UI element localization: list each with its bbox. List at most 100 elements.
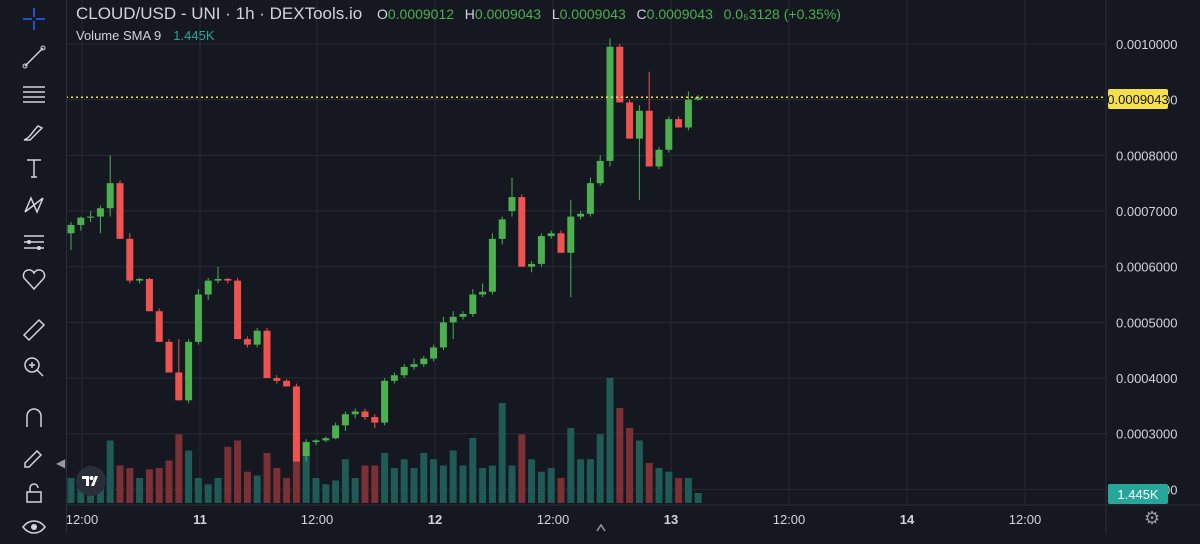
change-value: 0.0₅3128 (+0.35%) [723,6,841,22]
volume-bar [635,440,643,503]
collapse-toolbar-icon[interactable]: ◀ [56,456,66,470]
ruler-icon[interactable] [17,313,51,347]
volume-bar [165,460,173,503]
candle-body [508,197,516,212]
y-tick-label: 0.0006000 [1116,260,1177,275]
volume-value: 1.445K [173,28,215,43]
candle-body [665,119,673,150]
volume-bar [263,453,271,503]
zoom-in-icon[interactable] [17,350,51,384]
volume-legend[interactable]: Volume SMA 9 1.445K [76,28,214,43]
candle-body [341,414,349,426]
volume-bar [498,403,506,503]
fib-lines-icon[interactable] [17,77,51,111]
magnet-icon[interactable] [17,401,51,435]
high-label: H [464,6,475,22]
candle-body [351,411,359,415]
candle-body [194,294,202,342]
close-label: C [636,6,647,22]
pattern-icon[interactable] [17,188,51,222]
x-tick-label: 14 [900,512,915,527]
volume-bar [469,438,477,503]
volume-bar [518,434,526,503]
candle-body [234,280,242,340]
candle-body [606,46,614,161]
x-tick-label: 12:00 [537,512,570,527]
candle-body [185,341,193,401]
volume-bar [67,478,75,503]
candle-body [361,411,369,418]
candle-body [136,278,144,281]
candle-body [430,347,438,359]
candle-body [381,380,389,423]
last-price-tag: 0.0009043 [1107,89,1169,109]
volume-bar [341,459,349,503]
candle-body [449,316,457,323]
volume-bar [381,453,389,503]
candlestick-chart[interactable]: 0.00100000.00090000.00080000.00070000.00… [0,0,1200,533]
text-icon[interactable] [17,151,51,185]
favorite-heart-icon[interactable] [17,262,51,296]
candle-body [145,278,153,312]
x-tick-label: 12 [428,512,442,527]
candle-body [371,417,379,423]
volume-bar [361,465,369,503]
volume-bar [214,478,222,503]
candle-body [332,425,340,439]
volume-bar [459,465,467,503]
volume-bar [292,433,300,503]
candle-body [243,339,251,345]
candle-body [645,110,653,167]
lock-drawing-icon[interactable] [17,438,51,472]
volume-bar [645,463,653,503]
trend-line-icon[interactable] [17,40,51,74]
candle-body [204,280,212,295]
candle-body [155,311,163,342]
candle-body [322,438,330,441]
volume-bar [596,434,604,503]
candle-body [684,99,692,128]
volume-bar [537,471,545,503]
candle-body [537,236,545,264]
candle-body [439,322,447,348]
brush-icon[interactable] [17,114,51,148]
candle-body [263,330,271,379]
volume-bar [116,465,124,503]
candle-body [312,440,320,443]
candle-body [410,364,418,367]
eye-icon[interactable] [17,510,51,544]
y-tick-label: 0.0003000 [1116,427,1177,442]
candle-body [400,366,408,376]
y-tick-label: 0.0008000 [1116,148,1177,163]
volume-bar [332,480,340,503]
tradingview-logo[interactable] [76,466,106,496]
volume-bar [675,478,683,503]
open-value: 0.0009012 [387,6,455,22]
volume-bar [145,469,153,503]
high-value: 0.0009043 [474,6,542,22]
low-label: L [551,6,560,22]
volume-bar [243,471,251,503]
volume-bar [371,465,379,503]
prediction-icon[interactable] [17,225,51,259]
candle-body [498,219,506,239]
candle-body [126,238,134,281]
volume-bar [694,493,702,503]
candle-body [655,149,663,167]
candle-body [273,378,281,381]
volume-bar [557,478,565,503]
candle-body [302,442,310,457]
volume-bar [283,478,291,503]
symbol-title[interactable]: CLOUD/USD - UNI · 1h · DEXTools.io [76,4,363,23]
volume-bar [390,468,398,503]
candle-body [67,224,75,234]
crosshair-icon[interactable] [17,2,51,36]
drawing-toolbar [0,0,67,534]
settings-gear-icon[interactable]: ⚙ [1144,508,1161,528]
volume-bar [586,459,594,503]
volume-bar [253,475,261,503]
volume-bar [234,440,242,503]
candle-body [283,380,291,387]
lock-icon[interactable] [17,476,51,510]
volume-bar [136,478,144,503]
